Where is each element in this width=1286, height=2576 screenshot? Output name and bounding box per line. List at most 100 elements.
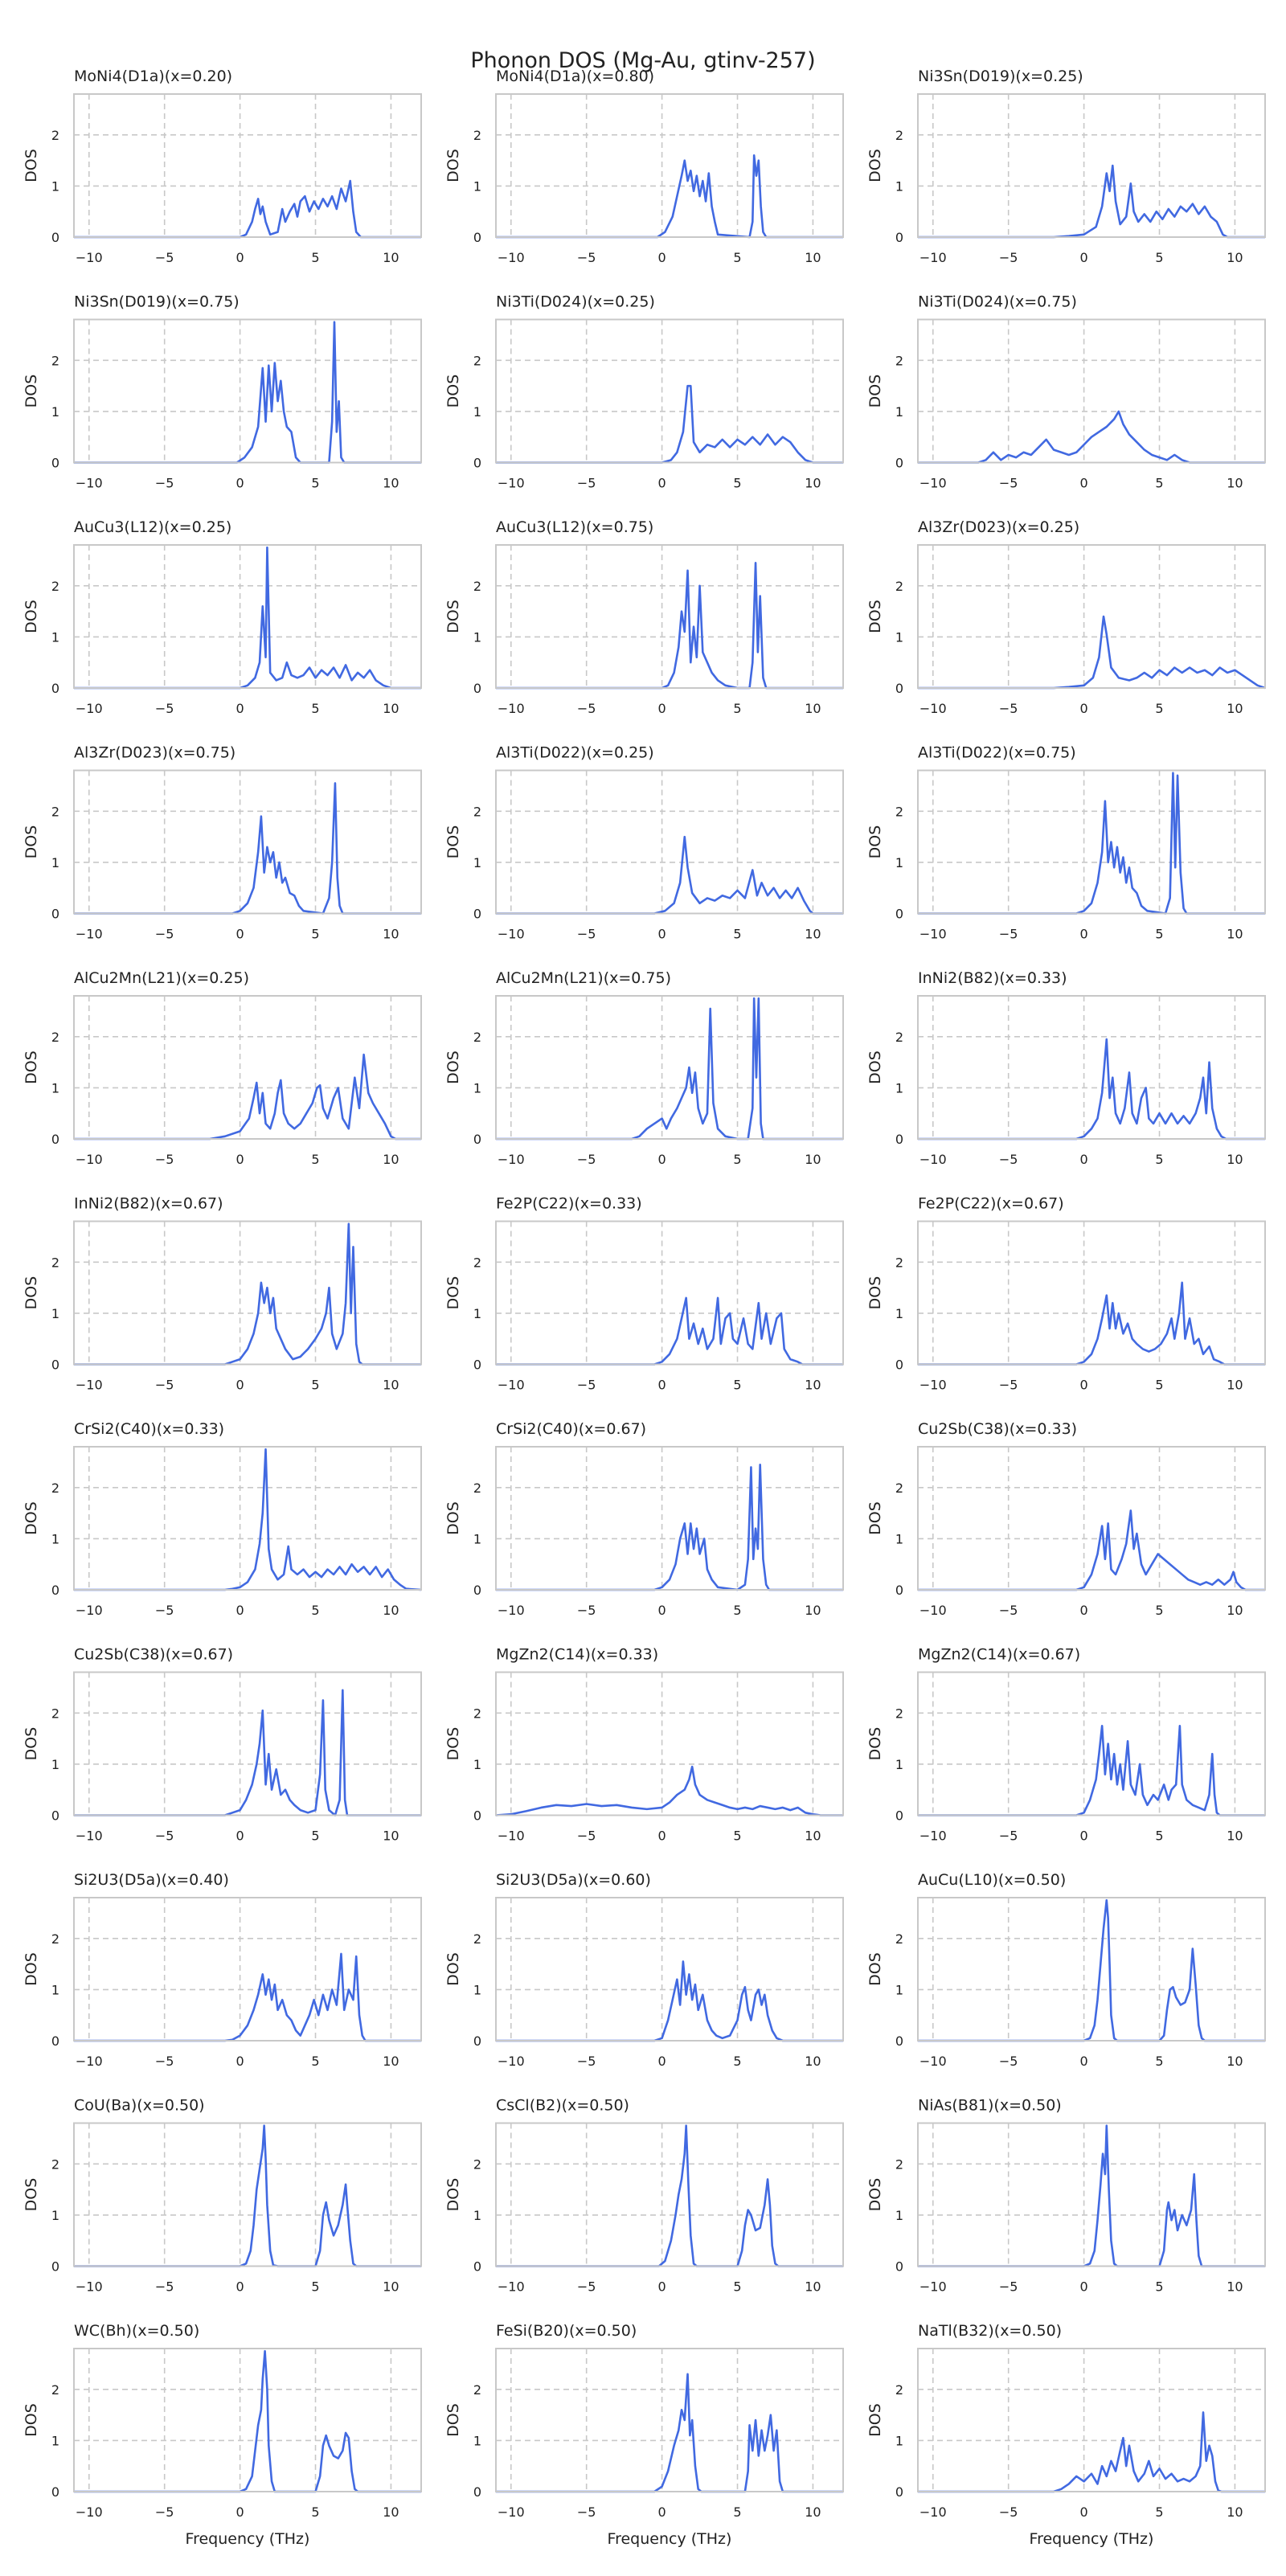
axes-frame (917, 1671, 1266, 1816)
x-tick-label: 10 (1227, 927, 1243, 942)
x-tick-label: 10 (1227, 250, 1243, 265)
x-tick-label: 0 (1080, 1603, 1088, 1618)
x-tick-label: 0 (658, 1378, 666, 1393)
y-axis-label: DOS (444, 2403, 462, 2437)
dos-series-line (496, 1960, 843, 2042)
panel-title: Ni3Sn(D019)(x=0.75) (74, 293, 240, 311)
figure-title: Phonon DOS (Mg-Au, gtinv-257) (470, 48, 815, 73)
y-tick-label: 0 (51, 2484, 59, 2500)
axes-frame (495, 995, 844, 1140)
x-tick-label: 5 (311, 1152, 319, 1167)
panel-title: Si2U3(D5a)(x=0.60) (496, 1871, 651, 1889)
y-tick-label: 0 (895, 681, 903, 696)
y-tick-label: 0 (895, 1358, 903, 1373)
x-tick-label: 10 (1227, 2054, 1243, 2069)
x-tick-label: −10 (498, 1829, 525, 1844)
y-tick-label: 0 (51, 1132, 59, 1147)
axes-frame (917, 769, 1266, 915)
x-tick-label: 5 (311, 2054, 319, 2069)
x-tick-label: 0 (658, 476, 666, 491)
x-tick-label: −10 (498, 2504, 525, 2520)
x-tick-label: −10 (76, 927, 103, 942)
y-tick-label: 2 (895, 1255, 903, 1270)
y-axis-label: DOS (444, 2178, 462, 2212)
y-axis-label: DOS (866, 375, 884, 408)
x-tick-label: 10 (383, 2504, 399, 2520)
x-tick-label: 5 (733, 2054, 741, 2069)
y-tick-label: 1 (473, 404, 481, 420)
x-tick-label: 0 (236, 1152, 244, 1167)
y-tick-label: 2 (895, 579, 903, 594)
axes-frame (73, 1671, 422, 1816)
y-axis-label: DOS (23, 2403, 40, 2437)
dos-panel: CrSi2(C40)(x=0.33) −10 −5 0 5 10 0 1 2 DOS (23, 1420, 422, 1618)
y-tick-label: 2 (51, 2382, 59, 2398)
dos-panel: WC(Bh)(x=0.50) −10 −5 0 5 10 0 1 2 DOS Frequency (… (23, 2322, 422, 2548)
y-tick-label: 2 (473, 353, 481, 368)
axes-frame (917, 1897, 1266, 2042)
x-tick-label: 5 (733, 476, 741, 491)
axes-frame (73, 93, 422, 238)
axes-frame (495, 2348, 844, 2492)
axes-frame (73, 1220, 422, 1366)
x-tick-label: 0 (1080, 2054, 1088, 2069)
x-tick-label: −10 (76, 1152, 103, 1167)
x-tick-label: 10 (383, 1829, 399, 1844)
x-tick-label: 0 (1080, 2504, 1088, 2520)
axes-frame (495, 769, 844, 915)
y-tick-label: 2 (895, 1030, 903, 1045)
x-tick-label: 10 (383, 1603, 399, 1618)
x-tick-label: 5 (733, 1152, 741, 1167)
y-tick-label: 0 (473, 907, 481, 922)
y-tick-label: 1 (51, 2433, 59, 2448)
x-tick-label: 5 (733, 927, 741, 942)
x-tick-label: −10 (76, 476, 103, 491)
x-tick-label: −10 (76, 2504, 103, 2520)
x-tick-label: 10 (805, 1378, 821, 1393)
dos-panel: Si2U3(D5a)(x=0.60) −10 −5 0 5 10 0 1 2 DOS (444, 1871, 844, 2069)
panel-title: MoNi4(D1a)(x=0.20) (74, 68, 232, 85)
x-tick-label: 0 (1080, 1152, 1088, 1167)
x-tick-label: 10 (1227, 1378, 1243, 1393)
axes-frame (917, 2122, 1266, 2267)
axes-frame (917, 318, 1266, 464)
x-tick-label: 5 (311, 927, 319, 942)
y-axis-label: DOS (444, 825, 462, 859)
y-tick-label: 0 (51, 1358, 59, 1373)
y-axis-label: DOS (866, 1952, 884, 1986)
dos-panel: Al3Zr(D023)(x=0.25) −10 −5 0 5 10 0 1 2 DOS (866, 518, 1266, 716)
x-tick-label: 5 (311, 1378, 319, 1393)
axes-frame (917, 1446, 1266, 1591)
y-tick-label: 2 (473, 1706, 481, 1721)
y-tick-label: 1 (895, 1531, 903, 1546)
x-tick-label: −10 (919, 2504, 947, 2520)
y-tick-label: 0 (473, 1808, 481, 1824)
y-tick-label: 0 (895, 2033, 903, 2049)
x-tick-label: −10 (919, 1603, 947, 1618)
x-tick-label: −10 (498, 927, 525, 942)
dos-series-line (918, 1509, 1265, 1591)
x-tick-label: 5 (311, 476, 319, 491)
axes-frame (495, 1671, 844, 1816)
dos-series-line (918, 2124, 1265, 2267)
panel-title: FeSi(B20)(x=0.50) (496, 2322, 637, 2340)
x-tick-label: 0 (236, 1829, 244, 1844)
y-tick-label: 0 (473, 1583, 481, 1598)
x-tick-label: −5 (155, 1378, 174, 1393)
dos-panel: MgZn2(C14)(x=0.67) −10 −5 0 5 10 0 1 2 DOS (866, 1646, 1266, 1844)
dos-panel: Fe2P(C22)(x=0.67) −10 −5 0 5 10 0 1 2 DOS (866, 1195, 1266, 1393)
x-tick-label: −10 (498, 701, 525, 716)
y-tick-label: 2 (473, 1255, 481, 1270)
axes-frame (73, 1897, 422, 2042)
dos-panel: MoNi4(D1a)(x=0.80) −10 −5 0 5 10 0 1 2 DOS (444, 68, 844, 265)
x-tick-label: −10 (76, 1603, 103, 1618)
y-tick-label: 0 (51, 907, 59, 922)
x-tick-label: 10 (383, 476, 399, 491)
y-axis-label: DOS (444, 149, 462, 182)
panel-title: CrSi2(C40)(x=0.67) (496, 1420, 646, 1438)
dos-panel: NiAs(B81)(x=0.50) −10 −5 0 5 10 0 1 2 DOS (866, 2097, 1266, 2295)
panel-title: AlCu2Mn(L21)(x=0.25) (74, 969, 249, 987)
x-tick-label: 0 (658, 2504, 666, 2520)
y-tick-label: 2 (473, 1030, 481, 1045)
x-tick-label: −5 (155, 2054, 174, 2069)
